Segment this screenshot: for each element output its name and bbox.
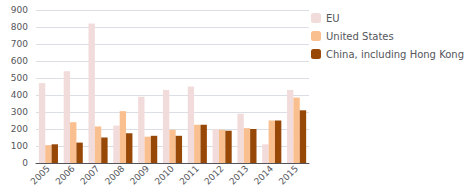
svg-text:2015: 2015 bbox=[277, 163, 300, 186]
svg-text:2009: 2009 bbox=[128, 163, 151, 186]
svg-text:100: 100 bbox=[11, 141, 28, 151]
svg-text:2006: 2006 bbox=[54, 163, 77, 186]
svg-text:2011: 2011 bbox=[178, 163, 201, 186]
svg-text:2005: 2005 bbox=[29, 163, 52, 186]
svg-text:800: 800 bbox=[11, 22, 28, 32]
svg-text:700: 700 bbox=[11, 39, 28, 49]
svg-text:2012: 2012 bbox=[202, 163, 225, 186]
svg-text:0: 0 bbox=[22, 158, 28, 168]
svg-text:2008: 2008 bbox=[103, 163, 126, 186]
svg-text:500: 500 bbox=[11, 73, 28, 83]
svg-text:EU: EU bbox=[326, 13, 340, 24]
svg-text:2010: 2010 bbox=[153, 163, 176, 186]
svg-text:2007: 2007 bbox=[78, 163, 101, 186]
svg-text:400: 400 bbox=[11, 90, 28, 100]
svg-text:900: 900 bbox=[11, 5, 28, 15]
svg-text:300: 300 bbox=[11, 107, 28, 117]
svg-text:200: 200 bbox=[11, 124, 28, 134]
svg-text:2013: 2013 bbox=[227, 163, 250, 186]
svg-text:2014: 2014 bbox=[252, 163, 275, 186]
svg-text:China, including Hong Kong: China, including Hong Kong bbox=[326, 49, 464, 60]
svg-text:600: 600 bbox=[11, 56, 28, 66]
svg-text:United States: United States bbox=[326, 31, 394, 42]
